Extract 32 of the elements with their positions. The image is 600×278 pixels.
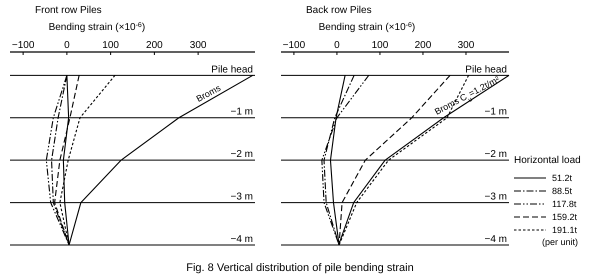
legend-label: 191.1t xyxy=(552,225,578,235)
y-tick-label: −4 m xyxy=(484,234,507,245)
legend-title: Horizontal load xyxy=(514,155,581,166)
caption: Fig. 8 Vertical distribution of pile bending strain xyxy=(186,262,414,274)
x-tick-label: 300 xyxy=(458,40,475,51)
x-tick-label: 200 xyxy=(146,40,164,51)
y-tick-label: −3 m xyxy=(484,192,507,203)
y-tick-label: −1 m xyxy=(230,106,253,118)
x-tick-label: 300 xyxy=(190,40,207,51)
x-tick-label: 200 xyxy=(414,40,432,51)
x-axis-title: Bending strain (×10$^{-6}$) xyxy=(48,22,146,33)
x-tick-label: 100 xyxy=(102,40,120,51)
text: (per unit) xyxy=(542,237,578,247)
chart-title: Front row Piles xyxy=(35,5,102,16)
legend-label: 117.8t xyxy=(552,199,577,209)
legend-label: 159.2t xyxy=(552,212,578,222)
y-tick-label: −3 m xyxy=(230,192,253,203)
y-tick-label: Pile head xyxy=(465,64,507,76)
x-tick-label: −100 xyxy=(282,40,306,51)
x-tick-label: 0 xyxy=(64,40,70,51)
y-tick-label: −1 m xyxy=(484,106,507,118)
y-tick-label: Pile head xyxy=(211,64,253,76)
x-tick-label: −100 xyxy=(12,40,35,51)
y-tick-label: −4 m xyxy=(230,234,253,245)
legend-label: 51.2t xyxy=(552,173,573,183)
chart-title: Back row Piles xyxy=(306,5,372,16)
x-tick-label: 100 xyxy=(372,40,389,51)
x-axis-title: Bending strain (×10$^{-6}$) xyxy=(318,22,416,33)
legend-label: 88.5t xyxy=(552,186,573,196)
y-tick-label: −2 m xyxy=(230,149,253,160)
x-tick-label: 0 xyxy=(334,40,340,51)
y-tick-label: −2 m xyxy=(484,149,507,160)
